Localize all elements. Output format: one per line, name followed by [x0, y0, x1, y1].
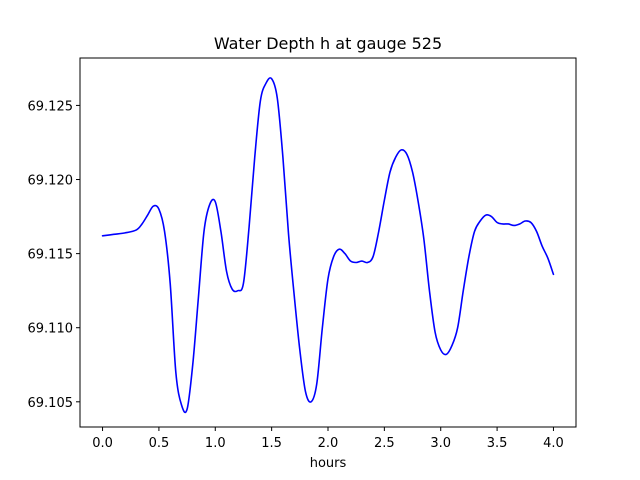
x-axis-label: hours [310, 456, 347, 471]
y-tick-label: 69.110 [28, 322, 74, 337]
chart-title: Water Depth h at gauge 525 [214, 34, 442, 53]
y-tick-label: 69.125 [28, 99, 74, 114]
x-tick-label: 3.5 [487, 436, 508, 451]
x-tick-label: 2.0 [318, 436, 339, 451]
series-layer [101, 77, 555, 414]
x-tick-label: 1.0 [205, 436, 226, 451]
x-tick-label: 0.5 [149, 436, 170, 451]
y-axis-ticks: 69.105 69.110 69.115 69.120 69.125 [28, 99, 80, 411]
y-tick-label: 69.105 [28, 396, 74, 411]
x-tick-label: 2.5 [374, 436, 395, 451]
y-tick-label: 69.120 [28, 174, 74, 189]
x-axis-ticks: 0.0 0.5 1.0 1.5 2.0 2.5 3.0 3.5 4.0 [92, 427, 564, 451]
x-tick-label: 3.0 [430, 436, 451, 451]
x-tick-label: 0.0 [92, 436, 113, 451]
plot-frame [79, 57, 577, 428]
x-tick-label: 1.5 [261, 436, 282, 451]
series-line-0 [101, 77, 555, 414]
y-tick-label: 69.115 [28, 248, 74, 263]
x-tick-label: 4.0 [543, 436, 564, 451]
